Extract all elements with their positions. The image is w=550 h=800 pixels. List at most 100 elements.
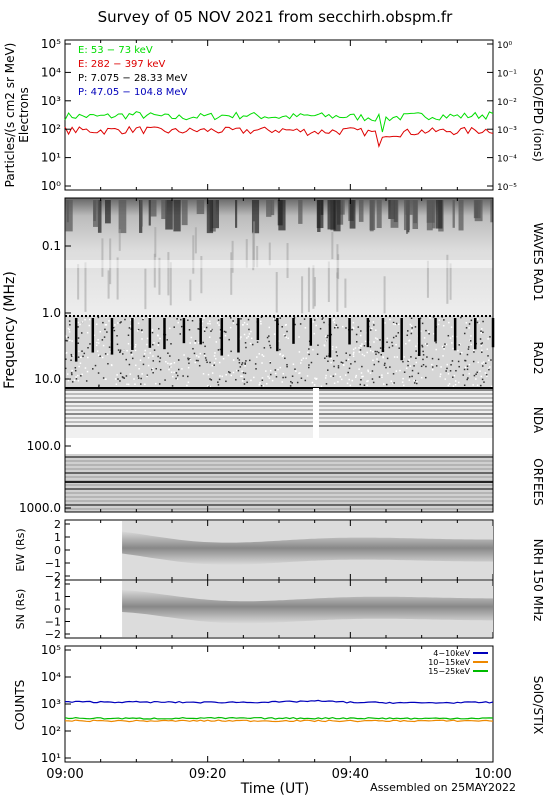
rad2-noise: [437, 358, 440, 361]
rad2-noise: [279, 353, 282, 355]
rad2-noise: [67, 327, 70, 330]
y-tick-label: 10³: [41, 94, 61, 108]
rad2-noise: [128, 327, 131, 329]
rad2-noise: [426, 344, 429, 347]
rad2-noise: [113, 329, 116, 332]
rad2-noise: [332, 375, 335, 377]
rad2-noise: [458, 344, 460, 346]
rad2-noise: [446, 367, 448, 370]
rad2-noise: [435, 341, 437, 344]
rad2-noise: [230, 350, 232, 353]
rad2-noise: [379, 347, 382, 349]
rad1-burst: [165, 200, 173, 230]
rad2-noise: [372, 321, 375, 323]
rad1-band-light: [65, 260, 493, 268]
rad2-noise: [104, 328, 106, 331]
rad2-noise: [466, 353, 469, 356]
rad2-noise: [331, 345, 334, 348]
rad2-noise: [359, 334, 362, 337]
rad2-noise: [208, 336, 211, 338]
rad1-burst: [320, 200, 324, 215]
rad2-noise: [387, 372, 389, 374]
rad1-burst: [458, 200, 464, 231]
rad2-noise: [116, 374, 118, 376]
rad2-noise: [248, 328, 250, 331]
rad2-noise: [454, 383, 457, 386]
rad2-noise: [269, 344, 271, 347]
nrh-ew-heatmap: [122, 521, 494, 579]
rad2-noise: [249, 359, 251, 362]
rad2-noise: [415, 345, 417, 348]
rad2-noise: [300, 377, 303, 379]
rad2-noise: [452, 347, 454, 350]
rad2-noise: [84, 367, 87, 369]
rad2-noise: [402, 377, 404, 380]
rad2-noise: [181, 368, 183, 370]
rad2-noise: [141, 373, 143, 375]
rad2-noise: [157, 344, 159, 346]
rad2-noise: [373, 363, 376, 366]
rad2-noise: [392, 323, 395, 325]
rad1-burst: [150, 200, 157, 217]
nrh-sun-band: [122, 531, 493, 565]
x-tick-label: 10:00: [474, 767, 511, 782]
rad2-noise: [464, 366, 467, 369]
rad2-noise: [167, 352, 169, 354]
rad2-noise: [489, 336, 491, 338]
radio-spectrogram: 0.1 1.0 10.0 100.0 1000.0: [19, 197, 495, 515]
rad2-noise: [443, 319, 445, 321]
rad2-noise: [448, 383, 451, 385]
rad2-noise: [327, 369, 329, 371]
rad2-noise: [240, 336, 242, 338]
epd-ylabel: Particles/(s cm2 sr MeV): [3, 43, 17, 188]
rad2-noise: [294, 323, 296, 326]
rad2-noise: [439, 375, 441, 378]
radio-ylabel: Frequency (MHz): [2, 271, 18, 389]
rad2-noise: [194, 342, 196, 344]
rad2-noise: [65, 358, 67, 360]
rad2-noise: [208, 385, 210, 388]
rad1-burst: [390, 200, 399, 228]
rad2-noise: [281, 326, 283, 328]
rad2-noise: [339, 376, 342, 378]
rad2-noise: [119, 349, 122, 351]
rad2-noise: [157, 342, 160, 344]
rad2-noise: [340, 361, 343, 364]
rad1-burst: [270, 200, 275, 216]
rad2-noise: [128, 363, 131, 366]
rad2-noise: [242, 372, 245, 374]
rad2-noise: [333, 326, 336, 329]
rad2-noise: [108, 320, 110, 322]
rad2-noise: [266, 382, 268, 385]
rad2-noise: [425, 365, 427, 368]
rad2-noise: [443, 348, 445, 350]
rad2-noise: [481, 378, 484, 381]
rad2-noise: [210, 328, 212, 331]
rad2-noise: [361, 365, 363, 368]
rad2-noise: [424, 343, 427, 345]
epd-legend-entry: P: 7.075 − 28.33 MeV: [78, 73, 188, 84]
rad2-noise: [88, 318, 91, 321]
rad2-noise: [375, 353, 377, 355]
rad2-noise: [230, 317, 232, 319]
rad2-noise: [244, 342, 247, 344]
rad2-noise: [409, 365, 412, 367]
rad2-noise: [421, 322, 424, 325]
rad2-noise: [333, 365, 335, 368]
rad2-noise: [447, 373, 450, 375]
rad2-noise: [408, 376, 411, 378]
rad1-streak: [331, 231, 334, 260]
rad2-noise: [378, 376, 381, 378]
rad2-noise: [119, 351, 121, 354]
rad2-noise: [116, 335, 118, 337]
rad1-streak: [256, 245, 259, 268]
rad2-noise: [274, 372, 277, 375]
rad2-noise: [73, 379, 76, 382]
rad2-noise: [202, 341, 204, 344]
rad2-noise: [266, 336, 269, 339]
rad1-burst: [490, 200, 493, 223]
rad2-noise: [330, 357, 332, 360]
rad2-noise: [411, 375, 413, 378]
rad1-burst: [413, 200, 418, 224]
rad2-noise: [85, 380, 88, 382]
